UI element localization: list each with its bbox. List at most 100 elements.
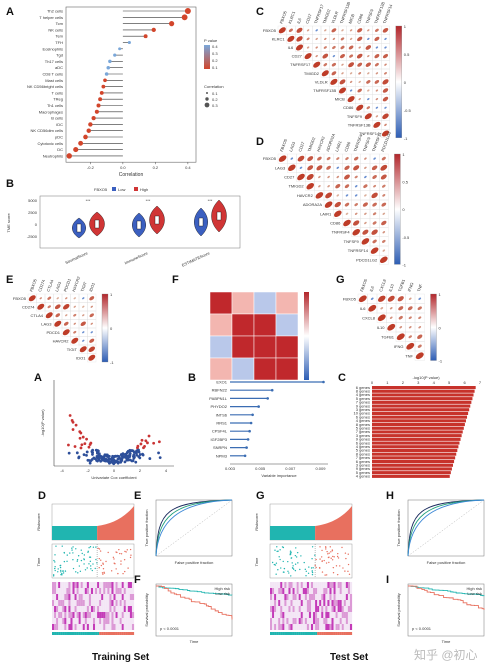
heatmap-cell <box>93 582 96 588</box>
risk-group-bar <box>121 632 124 635</box>
correlation-ellipse <box>341 63 344 66</box>
heatmap-cell <box>58 612 61 618</box>
status-point <box>103 572 106 574</box>
risk-group-bar <box>329 632 332 635</box>
correlation-ellipse <box>80 321 86 327</box>
correlation-ellipse <box>354 175 358 179</box>
heatmap-cell <box>56 600 59 606</box>
heatmap-cell <box>115 600 118 606</box>
heatmap-cell <box>321 618 324 624</box>
colorbar-tick: 1 <box>404 24 407 29</box>
heatmap-cell <box>58 600 61 606</box>
status-point <box>130 554 132 556</box>
risk-group-bar <box>93 632 96 635</box>
lollipop-point <box>169 21 175 27</box>
heatmap-cell <box>274 588 277 594</box>
matrix-cell <box>381 129 390 138</box>
correlation-ellipse <box>336 166 340 169</box>
heatmap-cell <box>62 624 65 630</box>
heatmap-cell <box>127 588 130 594</box>
heatmap-cell <box>292 618 295 624</box>
heatmap-cell <box>86 588 89 594</box>
legend-low-swatch <box>112 187 116 191</box>
heatmap-cell <box>290 618 293 624</box>
heatmap-cell <box>86 582 89 588</box>
heatmap-cell <box>86 600 89 606</box>
chart-title: -log10(P value) <box>412 375 440 380</box>
correlation-ellipse <box>399 326 403 329</box>
heatmap-cell <box>101 588 104 594</box>
pvalue-tick: 0.1 <box>212 65 218 70</box>
heatmap-cell <box>109 624 112 630</box>
km-x-label: Time <box>442 639 452 644</box>
status-point <box>81 552 83 555</box>
column-label: HAVCR2 <box>316 135 326 152</box>
heatmap-cell <box>308 624 312 630</box>
status-point <box>80 549 82 551</box>
status-point <box>312 567 314 569</box>
cell-label: Neutrophils <box>43 153 63 158</box>
status-point <box>89 546 92 548</box>
row-label: 7 genes <box>356 455 370 460</box>
status-point <box>282 560 284 563</box>
status-point <box>72 552 74 554</box>
risk-group-bar <box>99 632 102 635</box>
pvalue-bar <box>372 456 456 460</box>
heatmap-cell <box>290 606 293 612</box>
row-label: 6 genes <box>356 440 370 445</box>
heatmap-cell <box>103 618 106 624</box>
panel-label-3i: I <box>386 574 390 586</box>
heatmap-cell <box>101 606 104 612</box>
heatmap-cell <box>331 588 334 594</box>
heatmap-cell <box>72 588 75 594</box>
correlation-ellipse <box>82 314 85 317</box>
heatmap-cell <box>304 594 307 600</box>
column-label: IL6 <box>368 285 375 293</box>
heatmap-cell <box>60 600 63 606</box>
heatmap-cell <box>60 624 63 630</box>
correlation-ellipse <box>315 37 318 40</box>
correlation-ellipse <box>353 220 360 226</box>
heatmap-cell <box>300 624 303 630</box>
x-tick-label: -4 <box>60 468 64 473</box>
heatmap-cell <box>335 618 338 624</box>
heatmap-cell <box>64 606 67 612</box>
heatmap-cell <box>298 624 301 630</box>
correlation-ellipse <box>357 62 363 67</box>
heatmap-cell <box>278 594 281 600</box>
heatmap-cell <box>341 606 344 612</box>
status-point <box>125 551 127 553</box>
heatmap-cell <box>82 612 85 618</box>
heatmap-cell <box>54 600 57 606</box>
correlation-ellipse <box>326 165 331 170</box>
volcano-point <box>147 434 151 438</box>
heatmap-cell <box>97 612 100 618</box>
status-point <box>78 565 81 567</box>
heatmap-cell <box>323 624 326 630</box>
heatmap-cell <box>62 582 65 588</box>
status-point <box>89 556 92 558</box>
heatmap-cell <box>300 612 303 618</box>
correlation-ellipse <box>370 297 374 300</box>
risk-group-bar <box>97 632 100 635</box>
heatmap-cell <box>107 618 110 624</box>
heatmap-cell <box>339 600 342 606</box>
heatmap-cell <box>52 606 55 612</box>
heatmap-cell <box>90 612 94 618</box>
volcano-point <box>130 449 134 452</box>
heatmap-cell <box>325 594 328 600</box>
heatmap-cell <box>300 582 303 588</box>
colorbar-tick: -1 <box>110 360 114 365</box>
cell-label: pDC <box>55 135 63 140</box>
correlation-ellipse <box>349 72 353 75</box>
heatmap-cell <box>304 612 307 618</box>
correlation-ellipse <box>372 221 377 225</box>
heatmap-cell <box>109 618 112 624</box>
correlation-ellipse <box>364 212 367 215</box>
heatmap-cell <box>276 624 279 630</box>
cell-label: Th1 cells <box>47 103 63 108</box>
pvalue-bar <box>372 471 451 475</box>
correlation-ellipse <box>381 202 387 207</box>
heatmap-cell <box>70 612 73 618</box>
